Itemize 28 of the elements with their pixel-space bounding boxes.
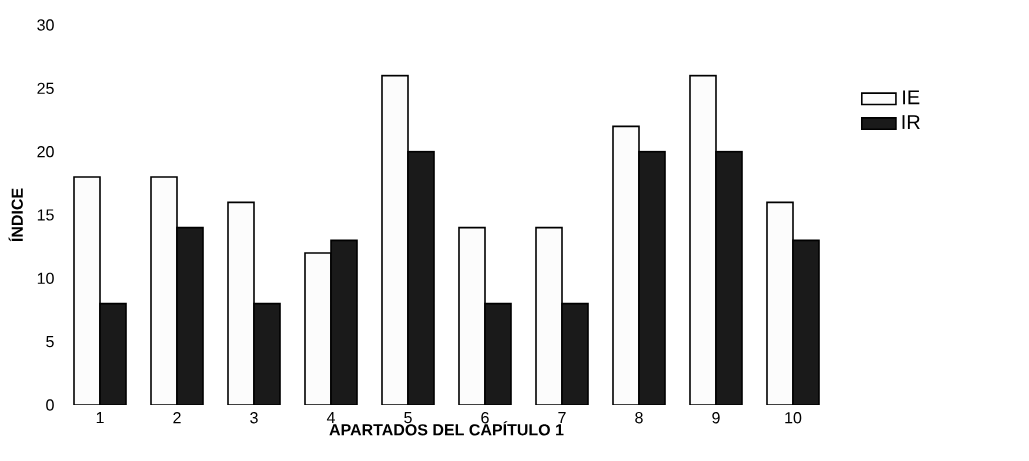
bar — [792, 239, 820, 405]
bar — [330, 239, 358, 405]
x-tick-label: 7 — [558, 412, 566, 424]
y-tick-label: 30 — [37, 19, 54, 31]
x-tick-label: 4 — [326, 412, 335, 424]
bar — [407, 150, 435, 405]
y-tick-label: 25 — [37, 82, 54, 94]
bar — [176, 226, 204, 405]
bar — [638, 150, 666, 405]
x-tick-label: 2 — [173, 412, 181, 424]
y-tick-label: 20 — [37, 146, 54, 158]
x-tick-label: 1 — [96, 412, 104, 424]
bar — [561, 302, 589, 405]
bar — [253, 302, 281, 405]
legend-label: IR — [902, 115, 920, 129]
y-tick-label: 0 — [46, 399, 54, 411]
x-tick-label: 3 — [250, 412, 258, 424]
y-axis-title: ÍNDICE — [8, 188, 23, 242]
x-tick-label: 9 — [712, 412, 720, 424]
bar — [484, 302, 512, 405]
bar — [715, 150, 743, 405]
y-tick-label: 5 — [46, 336, 54, 348]
y-tick-label: 15 — [37, 209, 54, 221]
x-tick-label: 8 — [635, 412, 643, 424]
y-tick-label: 10 — [37, 272, 54, 284]
legend-label: IE — [903, 90, 920, 105]
bar — [99, 302, 127, 405]
x-tick-label: 10 — [785, 412, 802, 424]
